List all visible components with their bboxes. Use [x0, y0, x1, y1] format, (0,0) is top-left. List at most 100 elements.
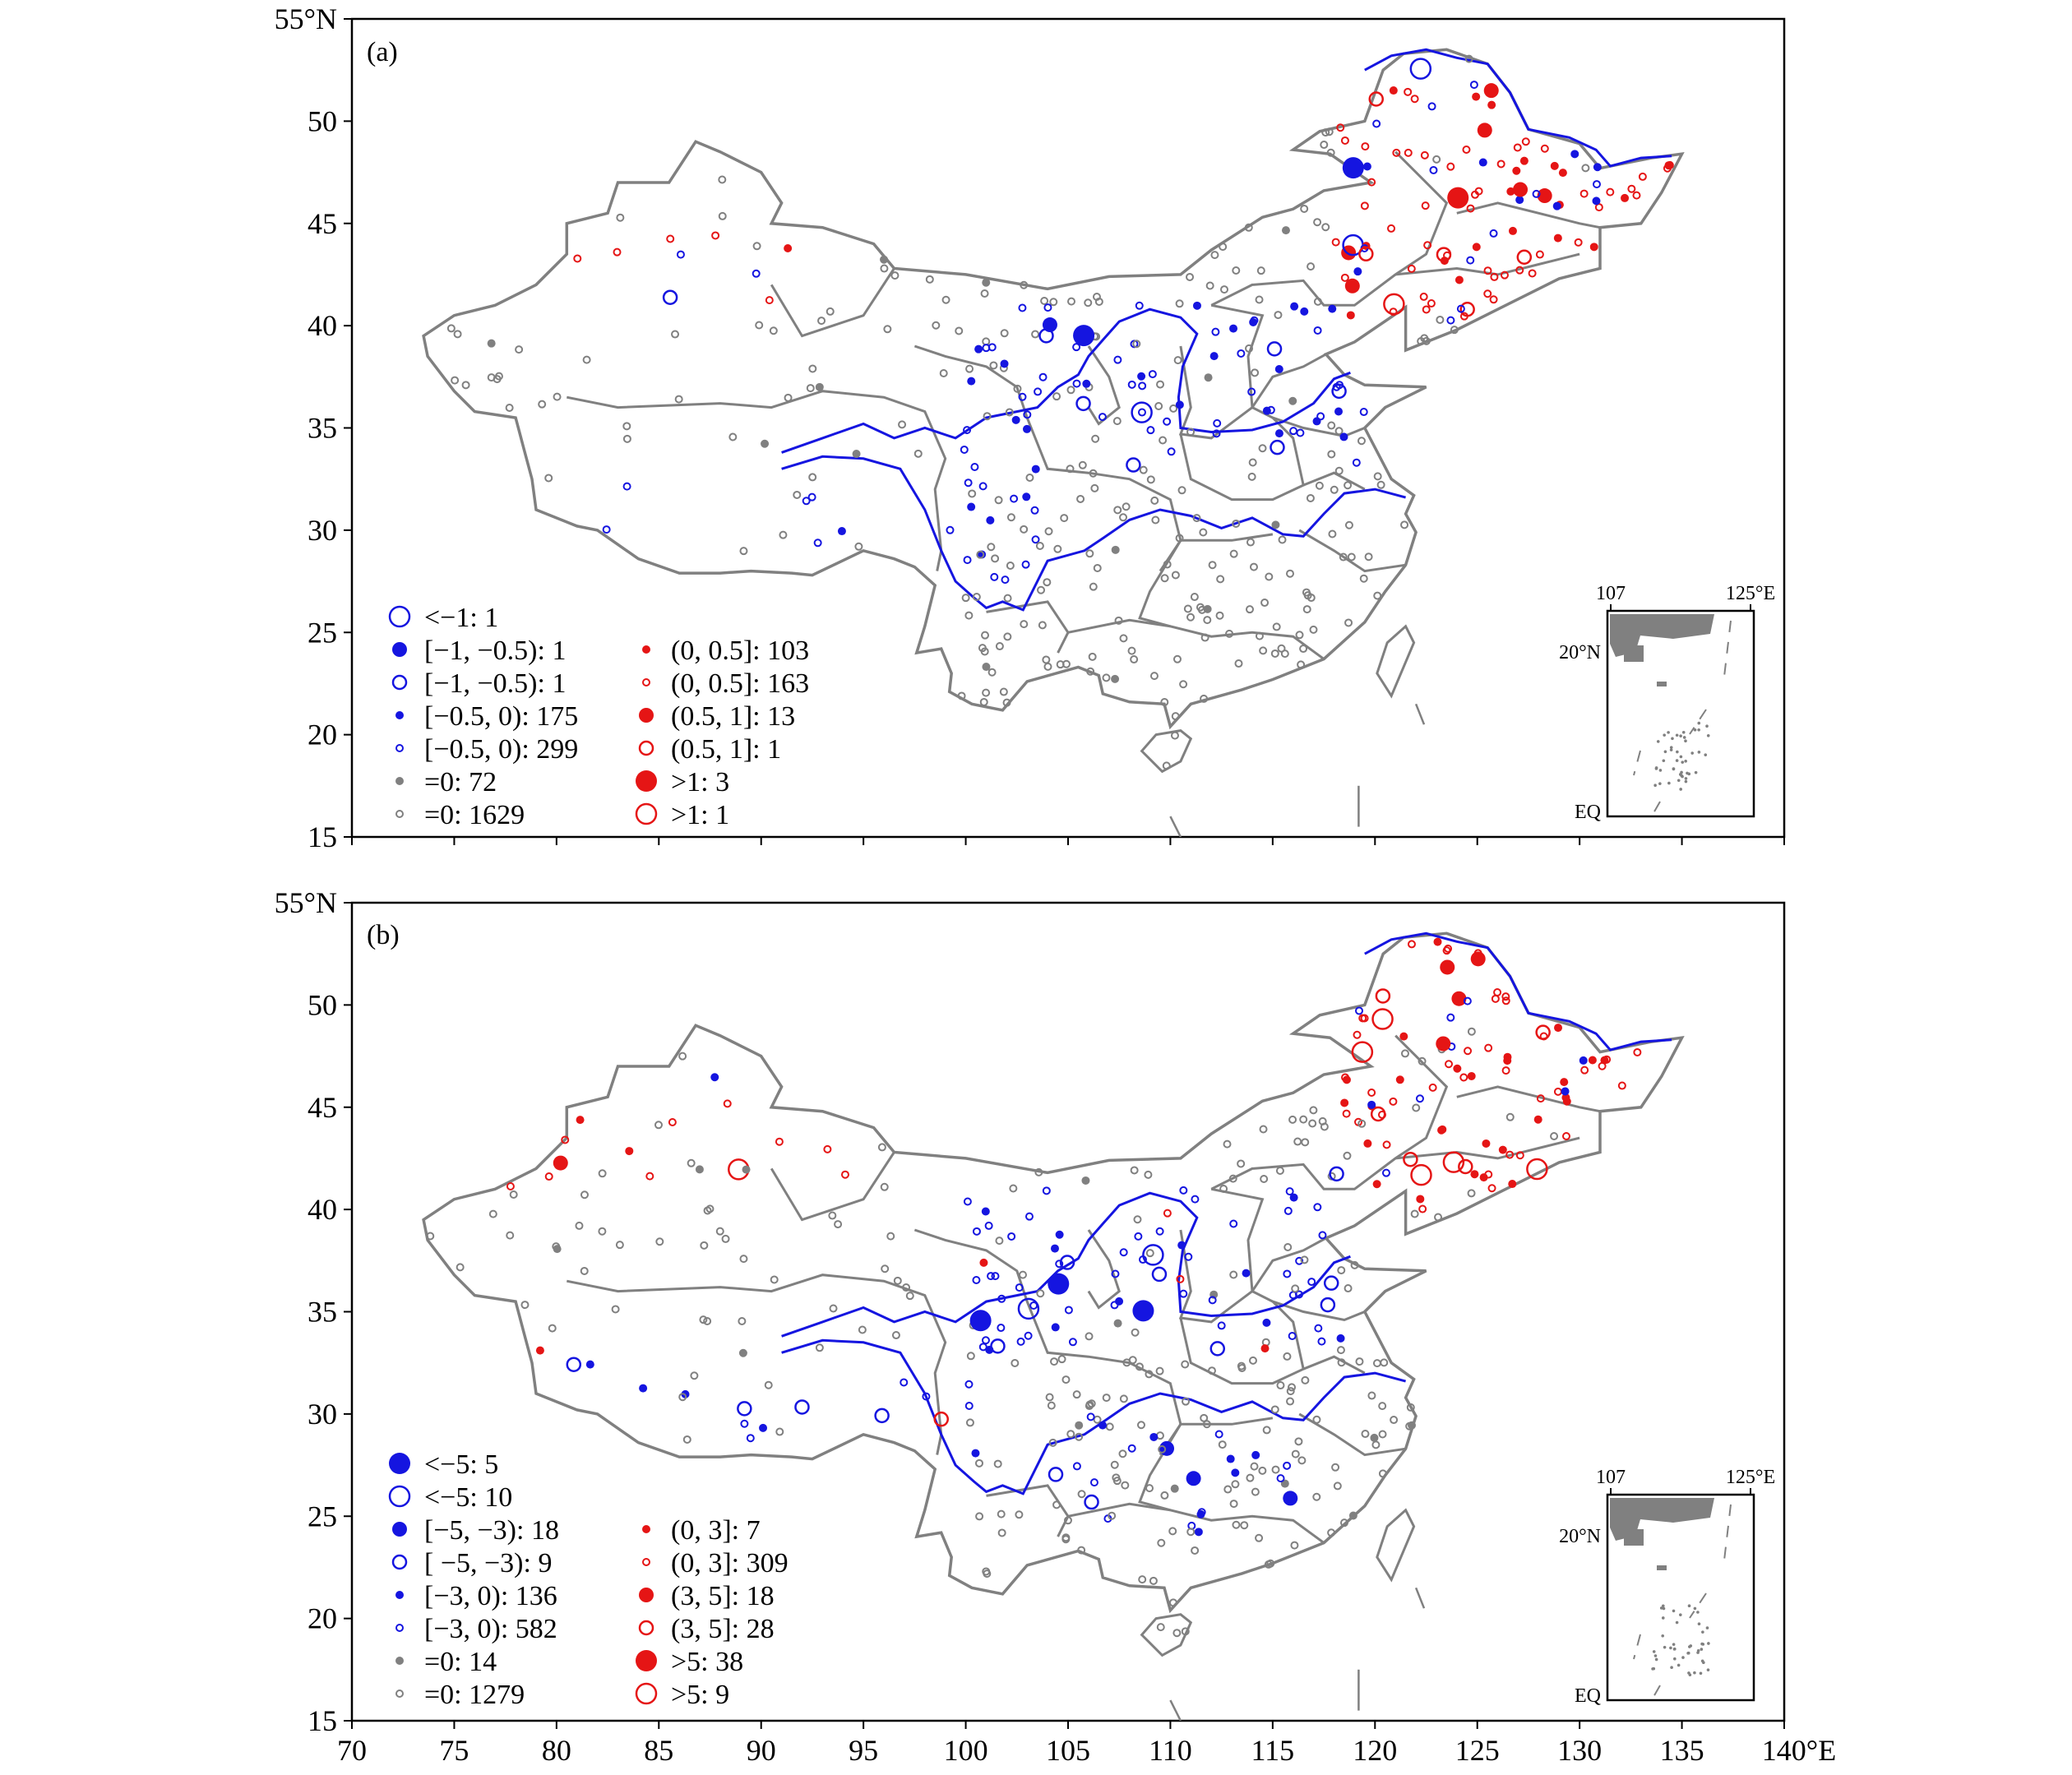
inset-hainan	[1624, 645, 1644, 662]
station-marker	[1048, 1467, 1064, 1482]
inset-lat: 20°N	[1559, 642, 1601, 663]
station-marker	[1251, 368, 1260, 377]
station-marker	[815, 382, 824, 391]
legend-marker	[388, 605, 411, 628]
station-marker	[1072, 343, 1081, 352]
station-marker	[755, 321, 764, 330]
station-marker	[1306, 493, 1315, 502]
y-tick-label: 45	[308, 207, 337, 240]
station-marker	[890, 271, 900, 280]
station-marker	[978, 644, 987, 653]
station-marker	[1248, 1356, 1257, 1365]
station-marker	[1598, 1061, 1607, 1070]
station-marker	[874, 1408, 890, 1424]
inset-islands	[1657, 1565, 1667, 1570]
station-marker	[1025, 473, 1034, 482]
y-tick-label: 35	[308, 1296, 337, 1329]
station-marker	[1256, 266, 1265, 275]
station-marker	[1139, 465, 1148, 474]
station-marker	[960, 445, 969, 454]
station-marker	[1055, 1230, 1064, 1239]
station-marker	[990, 572, 999, 581]
station-marker	[1350, 1260, 1359, 1269]
station-marker	[1313, 297, 1322, 306]
station-marker	[1330, 485, 1339, 494]
station-marker	[1357, 437, 1366, 446]
station-marker	[858, 1325, 867, 1334]
inset-island-dot	[1696, 1649, 1700, 1653]
station-marker	[1491, 994, 1500, 1003]
station-marker	[1553, 233, 1562, 243]
station-marker	[1359, 574, 1368, 583]
station-marker	[1307, 1278, 1316, 1287]
y-axis-a: 55°N 50 45 40 35 30 25 20 15	[275, 2, 352, 853]
station-marker	[1558, 169, 1567, 178]
station-marker	[1344, 278, 1360, 294]
station-marker	[1181, 1360, 1190, 1369]
station-marker	[1145, 1249, 1154, 1258]
station-marker	[1118, 1449, 1127, 1458]
station-marker	[506, 1231, 515, 1240]
station-marker	[1061, 1533, 1071, 1542]
station-marker	[1309, 625, 1318, 634]
legend-marker	[388, 1485, 411, 1508]
inset-island-dot	[1696, 1611, 1700, 1614]
station-marker	[1179, 1186, 1188, 1195]
station-marker	[1151, 515, 1160, 525]
station-marker	[1246, 538, 1255, 547]
station-marker	[1093, 563, 1102, 572]
station-marker	[991, 554, 1000, 563]
station-marker	[925, 275, 934, 284]
station-marker	[1029, 1301, 1038, 1310]
station-marker	[1163, 560, 1172, 569]
inset-island-dot	[1688, 1645, 1691, 1648]
station-marker	[1181, 1627, 1190, 1636]
station-marker	[1135, 1362, 1144, 1371]
station-marker	[1081, 1176, 1090, 1185]
station-marker	[1473, 949, 1482, 958]
station-marker	[1570, 150, 1579, 159]
inset-island-dot	[1705, 1626, 1709, 1629]
station-marker	[1301, 1375, 1310, 1384]
station-marker	[1113, 355, 1122, 364]
station-marker	[1085, 549, 1094, 558]
station-marker	[1179, 680, 1188, 689]
inset-island-dot	[1687, 1671, 1690, 1675]
station-marker	[1162, 761, 1171, 770]
station-marker	[676, 250, 685, 259]
station-marker	[1217, 1321, 1226, 1330]
station-marker	[598, 1227, 607, 1236]
station-marker	[1343, 1151, 1352, 1160]
province-boundary	[1456, 201, 1601, 229]
station-marker	[1006, 513, 1015, 522]
legend-label: (3, 5]: 18	[671, 1581, 775, 1611]
station-marker	[678, 1052, 687, 1061]
station-marker	[1255, 295, 1264, 304]
station-marker	[1019, 1270, 1028, 1279]
station-marker	[1339, 432, 1348, 441]
station-marker	[695, 1165, 704, 1174]
y-tick-label: 45	[308, 1091, 337, 1124]
station-marker	[1119, 1248, 1128, 1257]
station-marker	[880, 264, 889, 273]
station-marker	[1593, 163, 1602, 172]
station-marker	[1357, 1119, 1367, 1128]
station-marker	[1532, 189, 1541, 198]
x-tick-label: 120	[1353, 1734, 1397, 1767]
station-marker	[1112, 417, 1122, 426]
station-marker	[1259, 646, 1268, 655]
station-marker	[1498, 1145, 1507, 1154]
station-marker	[1067, 297, 1076, 306]
station-marker	[1205, 281, 1214, 290]
station-marker	[1483, 289, 1492, 298]
station-marker	[1373, 591, 1382, 600]
station-marker	[1336, 1346, 1345, 1355]
station-marker	[1299, 645, 1308, 654]
station-marker	[711, 231, 720, 240]
province-boundary	[1178, 1187, 1265, 1324]
station-marker	[728, 432, 738, 441]
station-marker	[1167, 447, 1176, 456]
station-marker	[1249, 562, 1258, 571]
station-marker	[1382, 1140, 1391, 1149]
station-marker	[1313, 1203, 1322, 1212]
